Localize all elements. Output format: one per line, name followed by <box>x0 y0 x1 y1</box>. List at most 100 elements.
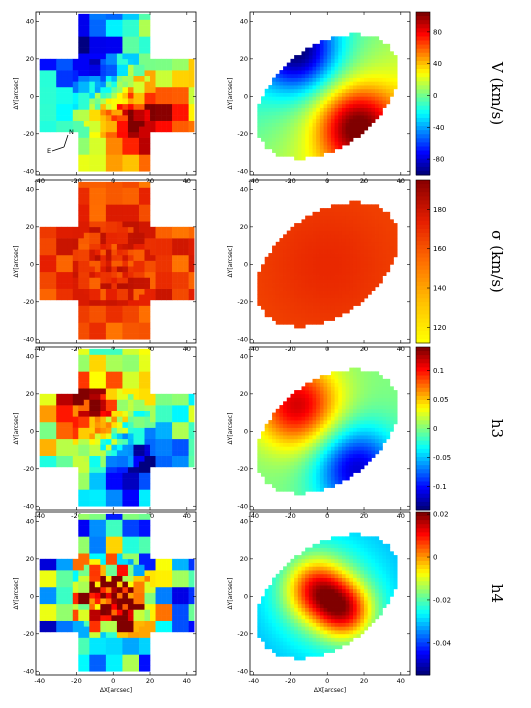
smooth-cell <box>305 453 310 458</box>
bin-cell <box>144 187 151 194</box>
smooth-cell <box>327 461 332 466</box>
smooth-cell <box>334 58 339 63</box>
bin-cell <box>100 266 107 273</box>
smooth-cell <box>349 92 354 97</box>
colorbar-swatch <box>416 60 430 66</box>
smooth-cell <box>364 283 369 288</box>
smooth-cell <box>334 40 339 45</box>
smooth-cell <box>272 253 277 258</box>
bin-cell <box>183 86 189 93</box>
smooth-cell <box>386 92 391 97</box>
smooth-cell <box>312 316 317 321</box>
smooth-cell <box>286 256 291 261</box>
smooth-cell <box>330 309 335 314</box>
smooth-cell <box>334 268 339 273</box>
colorbar-swatch <box>416 81 430 86</box>
smooth-cell <box>349 256 354 261</box>
bin-cell <box>111 58 118 65</box>
bin-cell <box>161 444 167 451</box>
smooth-cell <box>364 126 369 131</box>
smooth-cell <box>286 85 291 90</box>
bin-cell <box>94 483 101 490</box>
bin-cell <box>122 193 129 200</box>
colorbar-tick-label: -0.1 <box>433 483 447 491</box>
bin-cell <box>122 483 129 490</box>
smooth-cell <box>334 453 339 458</box>
bin-cell <box>133 495 140 501</box>
smooth-cell <box>294 472 299 477</box>
bin-cell <box>116 405 123 412</box>
smooth-cell <box>393 62 398 67</box>
smooth-cell <box>286 260 291 265</box>
bin-cell <box>83 393 90 400</box>
smooth-cell <box>341 219 347 224</box>
smooth-cell <box>312 286 317 291</box>
smooth-cell <box>279 245 284 250</box>
bin-cell <box>94 311 101 318</box>
smooth-cell <box>360 290 365 295</box>
bin-cell <box>67 399 74 406</box>
bin-cell <box>138 311 145 318</box>
colorbar-swatch <box>416 237 430 242</box>
bin-cell <box>78 41 85 48</box>
smooth-cell <box>327 137 332 142</box>
smooth-cell <box>345 130 350 135</box>
smooth-cell <box>286 438 291 443</box>
smooth-cell <box>389 58 394 63</box>
bin-cell <box>105 86 112 93</box>
smooth-cell <box>275 81 280 86</box>
smooth-cell <box>356 66 361 71</box>
smooth-cell <box>327 145 332 150</box>
smooth-cell <box>375 382 380 387</box>
smooth-cell <box>312 211 317 216</box>
bin-cell <box>78 371 85 378</box>
smooth-cell <box>338 305 343 310</box>
smooth-cell <box>393 223 398 228</box>
smooth-cell <box>290 85 295 90</box>
smooth-cell <box>330 275 335 280</box>
smooth-cell <box>364 397 369 402</box>
smooth-cell <box>327 234 332 239</box>
smooth-cell <box>272 480 277 485</box>
smooth-cell <box>316 234 321 239</box>
bin-cell <box>133 98 140 105</box>
bin-cell <box>100 495 107 501</box>
smooth-cell <box>360 408 365 413</box>
smooth-cell <box>316 483 321 488</box>
smooth-cell <box>286 137 291 142</box>
smooth-cell <box>301 271 306 276</box>
smooth-cell <box>371 390 376 395</box>
smooth-cell <box>327 313 332 318</box>
smooth-cell <box>375 208 380 213</box>
smooth-cell <box>316 141 321 146</box>
smooth-cell <box>338 298 343 303</box>
bin-cell <box>188 86 195 93</box>
bin-cell <box>133 41 140 48</box>
bin-cell <box>127 371 134 378</box>
smooth-cell <box>334 141 339 146</box>
smooth-cell <box>334 70 339 75</box>
smooth-cell <box>382 245 387 250</box>
bin-cell <box>133 198 140 205</box>
smooth-cell <box>386 70 391 75</box>
bin-cell <box>161 103 167 110</box>
colorbar-tick-label: 120 <box>433 324 446 332</box>
bin-cell <box>122 19 129 26</box>
bin-cell <box>116 283 123 289</box>
smooth-cell <box>367 122 372 127</box>
smooth-cell <box>334 88 339 93</box>
smooth-cell <box>316 73 321 78</box>
smooth-cell <box>364 260 369 265</box>
bin-cell <box>78 249 85 256</box>
bin-cell <box>83 530 90 537</box>
smooth-cell <box>275 450 280 455</box>
smooth-cell <box>330 316 335 321</box>
bin-cell <box>39 126 46 133</box>
smooth-cell <box>386 253 391 258</box>
smooth-cell <box>349 219 354 224</box>
smooth-cell <box>261 446 266 451</box>
bin-cell <box>127 376 134 383</box>
bin-cell <box>89 570 96 577</box>
smooth-cell <box>312 96 317 101</box>
bin-cell <box>138 438 145 445</box>
